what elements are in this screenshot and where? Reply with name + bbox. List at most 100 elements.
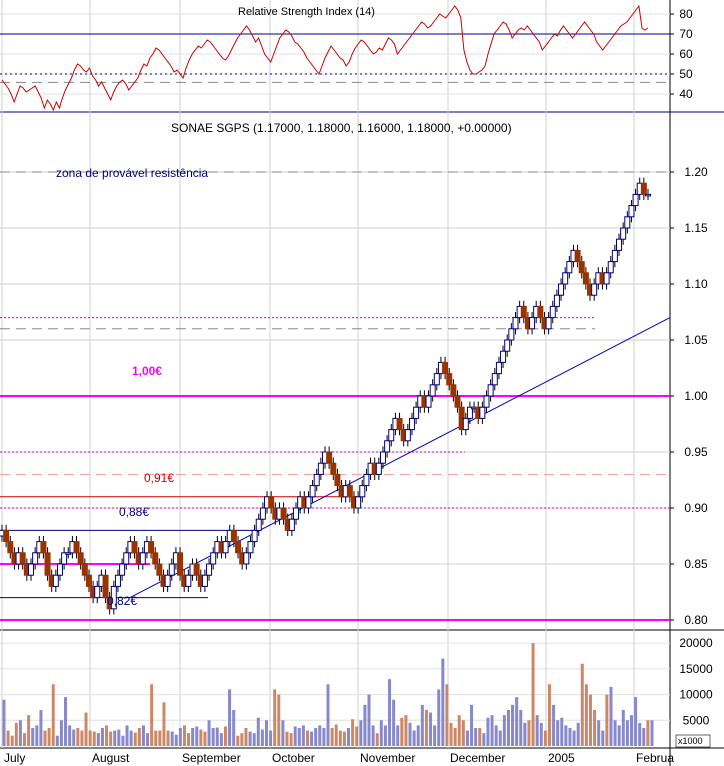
- volume-bar: [564, 725, 568, 746]
- volume-tick-label: 15000: [679, 662, 713, 676]
- volume-bar: [80, 730, 84, 746]
- volume-bar: [424, 710, 428, 746]
- volume-bar: [515, 697, 519, 746]
- candle-body: [408, 417, 415, 431]
- volume-bar: [6, 730, 10, 746]
- candle-body: [330, 462, 337, 475]
- volume-bar: [490, 715, 494, 746]
- candle-body: [355, 496, 362, 509]
- candle-body: [317, 462, 324, 475]
- volume-bar: [174, 734, 178, 746]
- candle-body: [500, 350, 507, 363]
- volume-bar: [92, 731, 96, 746]
- volume-bar: [326, 684, 330, 746]
- volume-bar: [277, 694, 281, 746]
- volume-bar: [568, 728, 572, 746]
- volume-bar: [429, 712, 433, 746]
- volume-bar: [375, 733, 379, 746]
- volume-bar: [35, 725, 39, 746]
- volume-bar: [314, 728, 318, 746]
- candle-body: [114, 574, 121, 587]
- volume-bar: [543, 730, 547, 746]
- month-tick-label: July: [4, 751, 25, 765]
- volume-bar: [318, 725, 322, 746]
- candle-body: [537, 305, 544, 319]
- candle-body: [607, 261, 614, 274]
- candle-body: [313, 473, 320, 487]
- volume-bar: [556, 720, 560, 746]
- price-title: SONAE SGPS (1.17000, 1.18000, 1.16000, 1…: [171, 121, 512, 135]
- volume-bar: [584, 684, 588, 746]
- price-tick-label: 0.95: [684, 445, 708, 459]
- volume-bar: [404, 715, 408, 746]
- candle-body: [388, 429, 395, 442]
- volume-bar: [18, 720, 22, 746]
- volume-bar: [338, 730, 342, 746]
- volume-bar: [191, 728, 195, 746]
- candle-body: [404, 429, 411, 442]
- candle-body: [32, 552, 39, 565]
- volume-series: [2, 643, 654, 746]
- volume-bar: [535, 715, 539, 746]
- volume-bar: [523, 722, 527, 746]
- volume-bar: [68, 725, 72, 746]
- volume-bar: [64, 697, 68, 746]
- candle-body: [379, 451, 386, 464]
- candle-body: [73, 541, 80, 554]
- volume-bar: [527, 720, 531, 746]
- volume-bar: [31, 728, 35, 746]
- candle-body: [384, 440, 391, 453]
- volume-bar: [511, 704, 515, 746]
- candle-body: [334, 473, 341, 487]
- candle-body: [620, 227, 627, 240]
- volume-bar: [289, 733, 293, 746]
- volume-bar: [457, 715, 461, 746]
- candle-body: [574, 249, 581, 263]
- candle-body: [425, 395, 432, 408]
- candle-body: [433, 373, 440, 386]
- volume-bar: [2, 699, 6, 746]
- volume-bar: [293, 726, 297, 746]
- volume-bar: [273, 689, 277, 746]
- candle-body: [40, 541, 47, 554]
- candle-body: [77, 552, 84, 565]
- candle-body: [255, 518, 262, 531]
- candle-body: [450, 384, 457, 397]
- rsi-series: [0, 4, 670, 112]
- volume-bar: [182, 725, 186, 746]
- candle-body: [139, 552, 146, 565]
- candle-body: [247, 541, 254, 554]
- candle-body: [193, 563, 200, 576]
- volume-bar: [367, 694, 371, 746]
- volume-bar: [461, 720, 465, 746]
- volume-bar: [441, 658, 445, 746]
- candle-body: [293, 507, 300, 520]
- candle-body: [628, 205, 635, 218]
- candle-body: [44, 552, 51, 576]
- candle-body: [616, 238, 623, 251]
- candle-body: [156, 563, 163, 576]
- volume-bar: [248, 731, 252, 746]
- volume-bar: [158, 730, 162, 746]
- candle-body: [288, 518, 295, 531]
- volume-bar: [379, 720, 383, 746]
- rsi-tick-label: 80: [679, 7, 693, 21]
- volume-bar: [334, 724, 338, 746]
- candle-body: [52, 574, 59, 587]
- volume-bar: [572, 730, 576, 746]
- month-tick-label: October: [272, 751, 315, 765]
- volume-bar: [96, 733, 100, 746]
- volume-bar: [597, 720, 601, 746]
- volume-bar: [252, 733, 256, 746]
- candle-body: [462, 417, 469, 431]
- price-tick-label: 1.10: [684, 277, 708, 291]
- volume-bar: [105, 725, 109, 746]
- candle-body: [164, 574, 171, 587]
- candle-body: [495, 361, 502, 375]
- volume-bar: [506, 710, 510, 746]
- volume-bar: [330, 728, 334, 746]
- volume-bar: [433, 725, 437, 746]
- volume-bar: [359, 720, 363, 746]
- volume-bar: [392, 699, 396, 746]
- candle-body: [94, 585, 101, 599]
